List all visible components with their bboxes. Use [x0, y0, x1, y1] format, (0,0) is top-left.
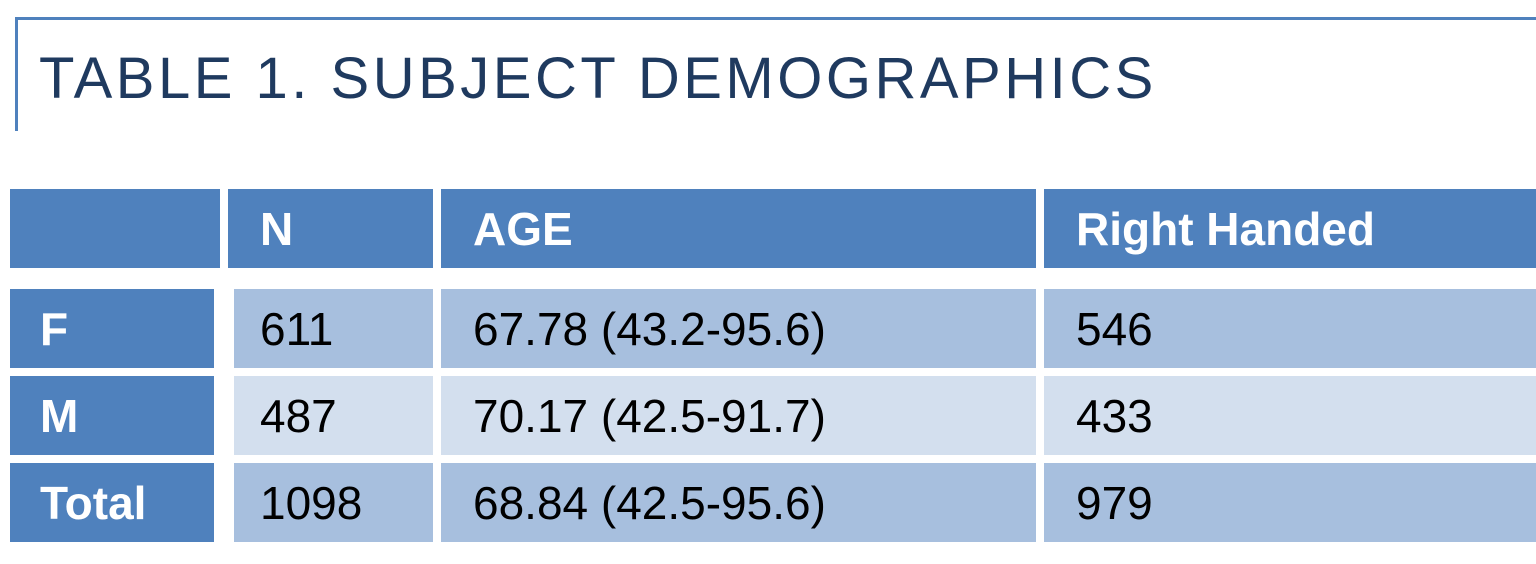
- cell-n: 1098: [234, 463, 433, 542]
- page-title: TABLE 1. SUBJECT DEMOGRAPHICS: [39, 46, 1157, 111]
- cell-right-handed: 433: [1044, 376, 1536, 455]
- cell-n: 611: [234, 289, 433, 368]
- row-label: Total: [10, 463, 214, 542]
- header-cell-n: N: [228, 189, 433, 268]
- cell-age: 70.17 (42.5-91.7): [441, 376, 1036, 455]
- cell-n: 487: [234, 376, 433, 455]
- header-cell-right-handed: Right Handed: [1044, 189, 1536, 268]
- header-cell-corner: [10, 189, 220, 268]
- row-label: M: [10, 376, 214, 455]
- cell-age: 67.78 (43.2-95.6): [441, 289, 1036, 368]
- cell-right-handed: 546: [1044, 289, 1536, 368]
- title-frame: [15, 17, 1536, 131]
- cell-right-handed: 979: [1044, 463, 1536, 542]
- row-label: F: [10, 289, 214, 368]
- cell-age: 68.84 (42.5-95.6): [441, 463, 1036, 542]
- header-cell-age: AGE: [441, 189, 1036, 268]
